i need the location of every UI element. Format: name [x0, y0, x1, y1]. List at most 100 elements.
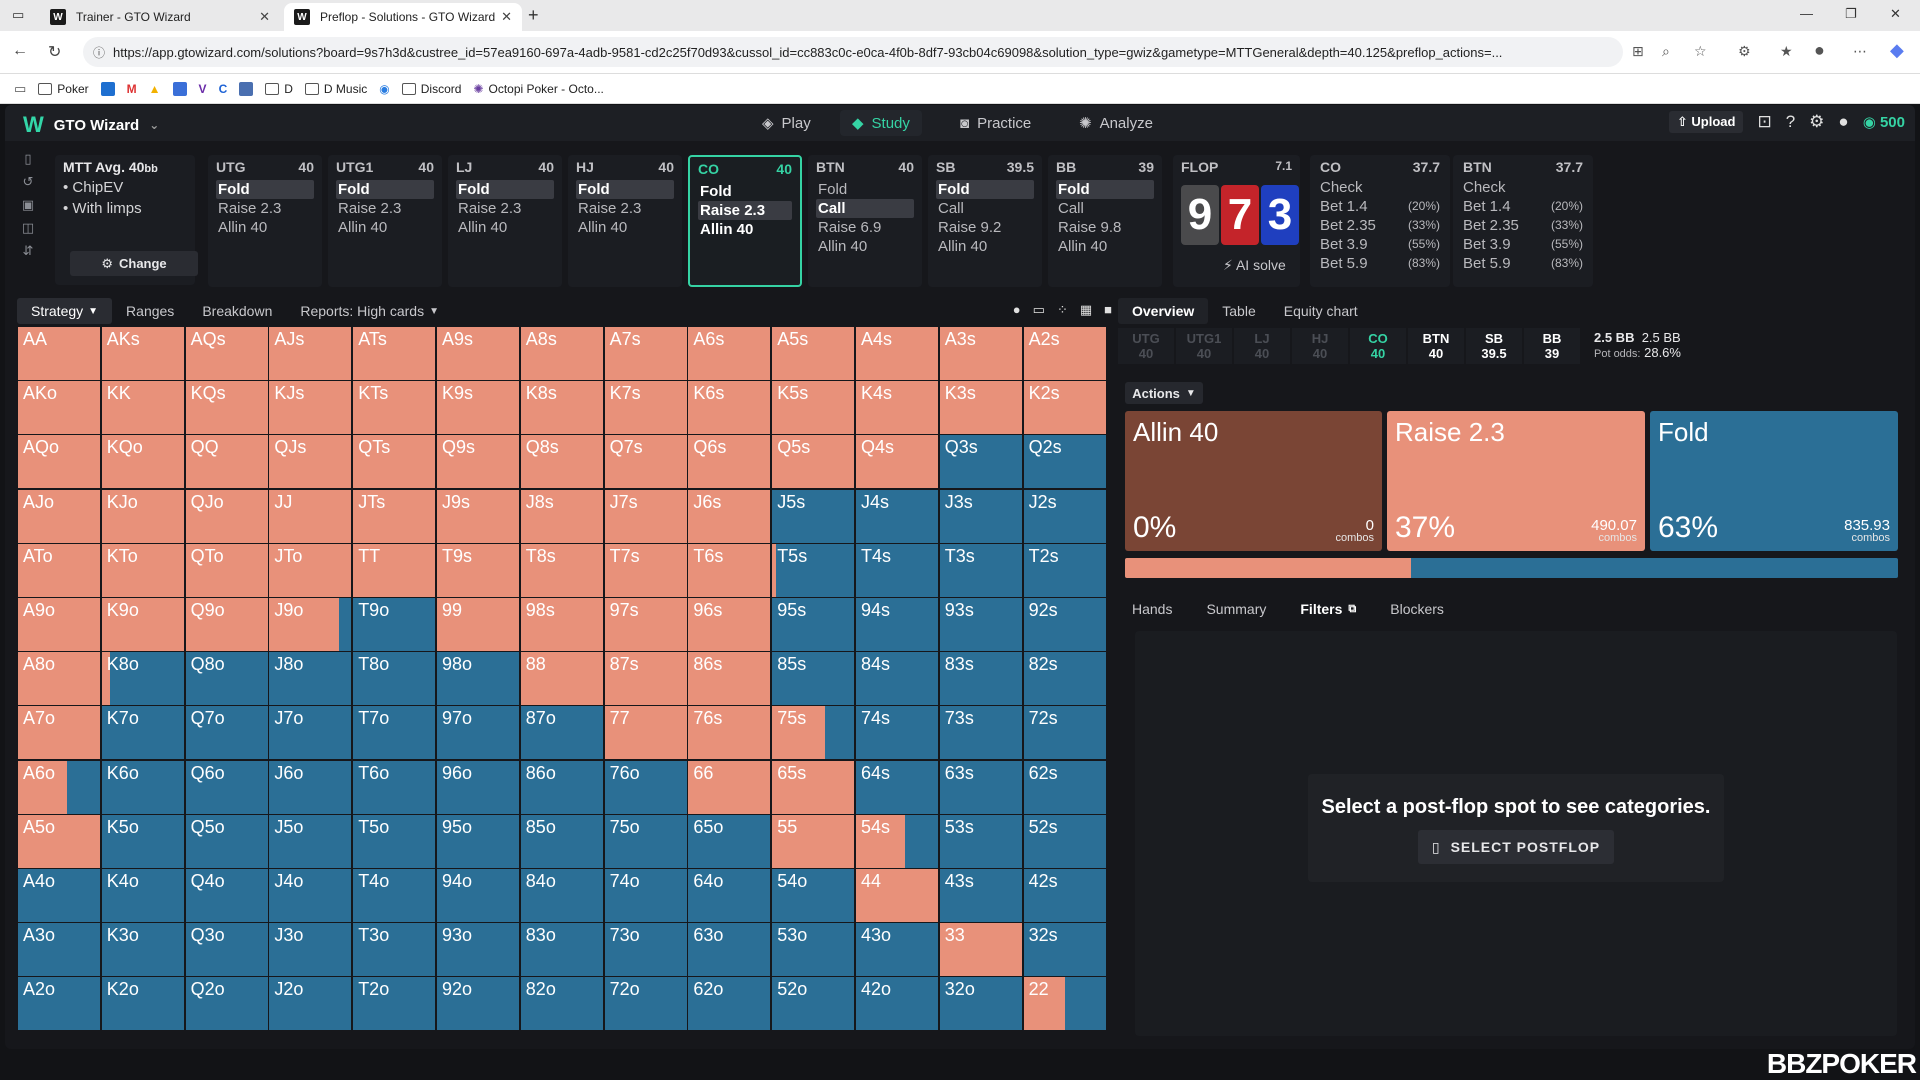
hand-cell[interactable]: 94o — [437, 869, 519, 922]
hand-cell[interactable]: 96s — [688, 598, 771, 651]
hand-cell[interactable]: A2s — [1023, 327, 1106, 380]
tab-table[interactable]: Table — [1222, 303, 1256, 319]
settings-gear-icon[interactable]: ⚙ — [1809, 112, 1825, 131]
hand-cell[interactable]: QJs — [269, 435, 352, 489]
minimize-icon[interactable]: — — [1800, 6, 1813, 21]
help-icon[interactable]: ? — [1785, 112, 1796, 131]
position-action[interactable]: Fold — [936, 180, 1034, 199]
hand-cell[interactable]: Q2o — [185, 977, 268, 1031]
hand-cell[interactable]: JTs — [353, 489, 436, 543]
position-action[interactable]: Allin 40 — [1058, 238, 1108, 255]
save-icon[interactable]: ▣ — [21, 197, 35, 212]
copilot-icon[interactable]: ◆ — [1890, 40, 1904, 60]
street-action[interactable]: Check — [1463, 178, 1583, 197]
tab-hands[interactable]: Hands — [1132, 601, 1173, 617]
address-bar[interactable]: ⓘ https://app.gtowizard.com/solutions?bo… — [83, 37, 1623, 67]
account-icon[interactable]: ● — [1838, 112, 1849, 131]
hand-cell[interactable]: Q6o — [185, 760, 268, 814]
hand-cell[interactable]: 72o — [604, 977, 687, 1031]
reading-list-icon[interactable]: ▭ — [14, 80, 27, 96]
new-tab-icon[interactable]: + — [528, 5, 539, 25]
hand-cell[interactable]: 99 — [437, 598, 519, 651]
hand-cell[interactable]: 74o — [604, 869, 687, 922]
hand-cell[interactable]: Q3s — [939, 435, 1022, 489]
window-close-icon[interactable]: ✕ — [1890, 6, 1901, 21]
hand-cell[interactable]: 54o — [772, 869, 855, 922]
hand-cell[interactable]: 76s — [688, 706, 771, 760]
hand-cell[interactable]: K8s — [520, 381, 603, 435]
hand-cell[interactable]: 65o — [688, 814, 771, 868]
favorites-icon[interactable]: ★ — [1780, 43, 1793, 59]
hand-cell[interactable]: Q3o — [185, 923, 268, 977]
hand-cell[interactable]: A4s — [856, 327, 938, 380]
nav-analyze[interactable]: ✺ Analyze — [1079, 114, 1153, 133]
hand-cell[interactable]: A3s — [939, 327, 1022, 380]
hand-cell[interactable]: 43s — [939, 869, 1022, 922]
hand-cell[interactable]: 42s — [1023, 869, 1106, 922]
outlook-icon[interactable] — [100, 81, 115, 96]
hand-cell[interactable]: J6s — [688, 489, 771, 543]
hand-cell[interactable]: 63s — [939, 760, 1022, 814]
back-icon[interactable]: ← — [12, 42, 28, 59]
hand-cell[interactable]: KJo — [101, 489, 184, 543]
screenshot-icon[interactable]: ⊡ — [1757, 112, 1772, 131]
hand-cell[interactable]: 88 — [520, 652, 603, 706]
tab-strategy[interactable]: Strategy ▼ — [17, 298, 113, 324]
position-action[interactable]: Fold — [336, 180, 434, 199]
hand-cell[interactable]: 62s — [1023, 760, 1106, 814]
split-view-icon[interactable]: ▭ — [1032, 302, 1045, 317]
tab-summary[interactable]: Summary — [1206, 601, 1267, 617]
brand-logo[interactable]: W GTO Wizard ⌄ — [23, 112, 159, 138]
gamepad-icon[interactable]: ◫ — [21, 220, 35, 235]
hand-cell[interactable]: 98s — [520, 598, 603, 651]
hand-cell[interactable]: 86s — [688, 652, 771, 706]
hand-cell[interactable]: AQo — [18, 435, 100, 489]
hand-cell[interactable]: Q7o — [185, 706, 268, 760]
bookmark-d[interactable]: D — [265, 82, 293, 96]
upload-button[interactable]: ⇧ Upload — [1668, 111, 1744, 133]
hand-cell[interactable]: TT — [353, 543, 436, 597]
position-action[interactable]: Fold — [456, 180, 554, 199]
nav-play[interactable]: ◈ Play — [762, 114, 811, 133]
hand-cell[interactable]: A7s — [604, 327, 687, 380]
flop-card[interactable]: FLOP 7.1 9 7 3 ⚡ AI solve — [1173, 155, 1300, 287]
nav-study[interactable]: ◆ Study — [840, 110, 922, 136]
hand-cell[interactable]: K7s — [604, 381, 687, 435]
hand-cell[interactable]: 76o — [604, 760, 687, 814]
full-view-icon[interactable]: ■ — [1104, 302, 1112, 317]
position-card-utg1[interactable]: UTG1 40 Fold Raise 2.3 Allin 40 — [328, 155, 442, 287]
hand-cell[interactable]: T3o — [353, 923, 436, 977]
hand-cell[interactable]: T5s — [772, 543, 855, 597]
position-action[interactable]: Fold — [818, 181, 848, 198]
hand-cell[interactable]: J6o — [269, 760, 352, 814]
hand-cell[interactable]: J7s — [604, 489, 687, 543]
hand-cell[interactable]: J8o — [269, 652, 352, 706]
hand-cell[interactable]: 64o — [688, 869, 771, 922]
bookmark-c-icon[interactable]: C — [218, 81, 228, 96]
hand-cell[interactable]: 75s — [772, 706, 855, 760]
hand-cell[interactable]: A8o — [18, 652, 100, 706]
hand-cell[interactable]: T2o — [353, 977, 436, 1031]
hand-cell[interactable]: Q6s — [688, 435, 771, 489]
hand-cell[interactable]: T8s — [520, 543, 603, 597]
hand-cell[interactable]: 75o — [604, 814, 687, 868]
hand-cell[interactable]: 22 — [1023, 977, 1106, 1031]
nav-practice[interactable]: ◙ Practice — [960, 114, 1032, 132]
hand-cell[interactable]: K9o — [101, 598, 184, 651]
hand-cell[interactable]: K5o — [101, 814, 184, 868]
hand-cell[interactable]: 73s — [939, 706, 1022, 760]
tab-ranges[interactable]: Ranges — [126, 303, 175, 319]
position-action[interactable]: Fold — [576, 180, 674, 199]
hand-cell[interactable]: 53o — [772, 923, 855, 977]
tab-list-icon[interactable]: ▭ — [12, 7, 25, 22]
hand-cell[interactable]: AQs — [185, 327, 268, 380]
hand-cell[interactable]: 92o — [437, 977, 519, 1031]
position-action[interactable]: Raise 2.3 — [578, 200, 642, 217]
hand-cell[interactable]: T8o — [353, 652, 436, 706]
sort-icon[interactable]: ⇵ — [22, 243, 34, 258]
position-action[interactable]: Call — [1058, 200, 1084, 217]
hand-cell[interactable]: Q5o — [185, 814, 268, 868]
hand-cell[interactable]: QJo — [185, 489, 268, 543]
hand-cell[interactable]: T5o — [353, 814, 436, 868]
hand-cell[interactable]: 72s — [1023, 706, 1106, 760]
